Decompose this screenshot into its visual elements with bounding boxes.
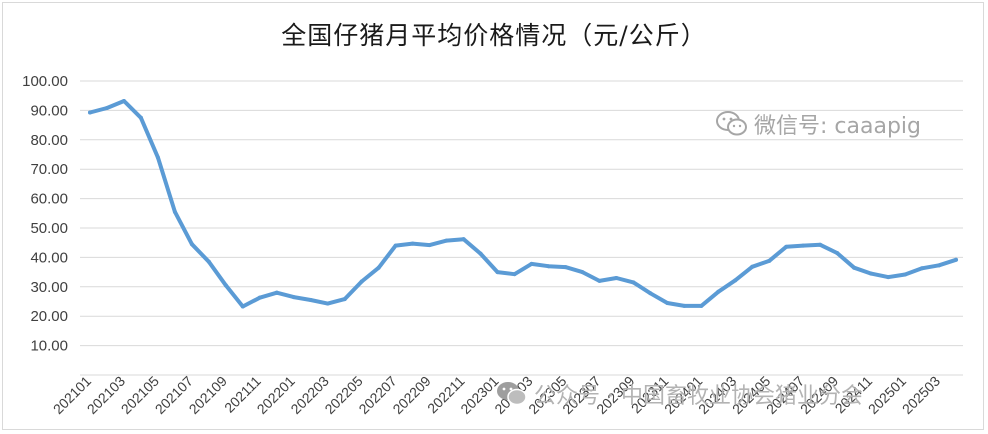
y-tick-label: 10.00: [30, 338, 68, 355]
data-point-202112: [274, 290, 279, 295]
data-point-202503: [937, 263, 942, 268]
watermark-bottom-text: 公众号 · 中国畜牧业协会猪业分会: [534, 384, 863, 409]
data-point-202308: [614, 275, 619, 280]
data-point-202201: [291, 295, 296, 300]
y-tick-label: 100.00: [22, 73, 68, 90]
x-tick-label: 202503: [899, 373, 943, 417]
data-point-202208: [410, 241, 415, 246]
chart-title: 全国仔猪月平均价格情况（元/公斤）: [281, 21, 707, 50]
data-point-202303: [529, 261, 534, 266]
data-point-202101: [88, 110, 92, 115]
data-point-202104: [138, 115, 143, 120]
data-point-202306: [580, 270, 585, 275]
wechat-icon: [497, 382, 527, 406]
data-point-202210: [444, 238, 449, 243]
data-point-202202: [308, 298, 313, 303]
x-tick-label: 202209: [389, 373, 433, 417]
data-point-202312: [682, 303, 687, 308]
data-point-202207: [393, 243, 398, 248]
watermark-wechat-id: 微信号: caaapig: [716, 108, 921, 140]
data-point-202205: [359, 279, 364, 284]
data-point-202209: [427, 243, 432, 248]
watermark-top-text: 微信号: caaapig: [754, 114, 921, 139]
y-tick-label: 20.00: [30, 308, 68, 325]
data-point-202407: [801, 243, 806, 248]
data-point-202107: [189, 242, 194, 247]
data-point-202502: [920, 266, 925, 271]
data-point-202105: [155, 155, 160, 160]
y-tick-label: 30.00: [30, 279, 68, 296]
gridlines: [80, 80, 963, 376]
y-tick-label: 50.00: [30, 220, 68, 237]
data-point-202409: [835, 250, 840, 255]
data-point-202408: [818, 242, 823, 247]
data-point-202212: [478, 251, 483, 256]
data-point-202102: [104, 106, 109, 111]
data-point-202301: [495, 270, 500, 275]
data-point-202108: [206, 259, 211, 264]
data-point-202103: [121, 98, 126, 103]
data-points: [88, 98, 958, 309]
data-point-202302: [512, 272, 517, 277]
data-point-202111: [257, 295, 262, 300]
data-point-202110: [240, 304, 245, 309]
data-point-202109: [223, 283, 228, 288]
y-tick-label: 80.00: [30, 132, 68, 149]
data-point-202404: [750, 264, 755, 269]
y-tick-label: 90.00: [30, 102, 68, 119]
y-tick-label: 40.00: [30, 249, 68, 266]
y-tick-labels: 10.00 20.00 30.00 40.00 50.00 60.00 70.00 80.00…: [22, 73, 68, 355]
series-line: [88, 99, 958, 309]
y-tick-label: 60.00: [30, 191, 68, 208]
data-point-202412: [886, 275, 891, 280]
data-point-202403: [733, 278, 738, 283]
data-point-202211: [461, 237, 466, 242]
data-point-202310: [648, 291, 653, 296]
data-point-202504: [954, 257, 958, 262]
data-point-202106: [172, 209, 177, 214]
data-point-202204: [342, 297, 347, 302]
data-point-202402: [716, 289, 721, 294]
data-point-202309: [631, 280, 636, 285]
data-point-202405: [767, 258, 772, 263]
data-point-202305: [563, 265, 568, 270]
data-point-202307: [597, 278, 602, 283]
data-point-202411: [869, 271, 874, 276]
x-tick-label: 202109: [186, 373, 230, 417]
data-point-202304: [546, 264, 551, 269]
data-point-202203: [325, 301, 330, 306]
data-point-202401: [699, 303, 704, 308]
data-point-202406: [784, 244, 789, 249]
data-point-202206: [376, 265, 381, 270]
data-point-202311: [665, 300, 670, 305]
data-point-202501: [903, 272, 908, 277]
wechat-icon: [716, 111, 747, 136]
watermark-account: 公众号 · 中国畜牧业协会猪业分会: [496, 378, 863, 410]
data-point-202410: [852, 265, 857, 270]
y-tick-label: 70.00: [30, 161, 68, 178]
